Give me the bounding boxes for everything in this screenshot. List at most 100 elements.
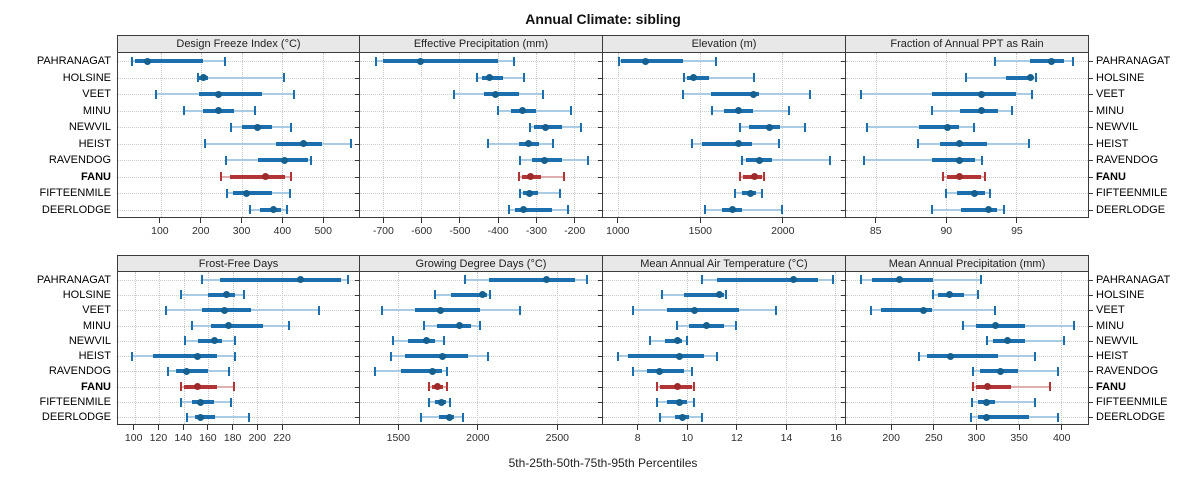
- station-labels-right-top: PAHRANAGAT HOLSINE VEET MINU NEWVIL HEIST RAVE…: [1089, 53, 1200, 218]
- whisker-cap: [681, 89, 684, 99]
- median-dot: [642, 57, 650, 65]
- whisker-cap: [693, 397, 696, 407]
- x-tick-mark: [835, 425, 837, 430]
- station-row: [118, 152, 359, 169]
- whisker-cap: [587, 155, 590, 165]
- whisker-range-line: [741, 159, 830, 162]
- station-row: [360, 318, 602, 333]
- y-tick-stub: [841, 209, 845, 211]
- panel-design-freeze-index-c-: [117, 53, 360, 218]
- station-row: [846, 152, 1088, 169]
- station-row: [846, 70, 1088, 87]
- whisker-cap: [446, 382, 449, 392]
- x-tick-mark: [256, 425, 258, 430]
- whisker-cap: [985, 336, 988, 346]
- whisker-cap: [230, 397, 233, 407]
- station-row: [846, 364, 1088, 379]
- station-row: [118, 364, 359, 379]
- x-tick-label: 1500: [386, 432, 410, 444]
- station-row: [118, 349, 359, 364]
- whisker-cap: [860, 89, 863, 99]
- whisker-cap: [452, 89, 455, 99]
- figure-caption: 5th-25th-50th-75th-95th Percentiles: [508, 456, 698, 470]
- y-tick-stub: [598, 176, 602, 178]
- x-axis-mean-annual-precipitation-mm-: 200 250 300 350 400: [846, 425, 1089, 447]
- horizontal-gridline: [603, 356, 845, 358]
- whisker-cap: [223, 56, 226, 66]
- y-tick-stub: [1089, 176, 1093, 178]
- station-label-minu: MINU: [1096, 104, 1125, 117]
- vertical-gridline: [459, 53, 461, 217]
- y-tick-stub: [1089, 209, 1093, 211]
- station-row: [603, 364, 845, 379]
- whisker-cap: [930, 106, 933, 116]
- y-tick-stub: [598, 77, 602, 79]
- whisker-cap: [487, 139, 490, 149]
- whisker-cap: [487, 351, 490, 361]
- station-row: [603, 394, 845, 409]
- median-dot: [423, 337, 431, 345]
- x-tick-label: 120: [149, 432, 168, 444]
- station-row: [360, 202, 602, 219]
- whisker-cap: [349, 139, 352, 149]
- whisker-cap: [970, 397, 973, 407]
- iqr-bar: [230, 174, 286, 179]
- median-dot: [143, 57, 151, 65]
- iqr-bar: [208, 292, 236, 297]
- station-label-newvil: NEWVIL: [68, 334, 111, 347]
- y-tick-stub: [355, 340, 359, 342]
- y-tick-stub: [1089, 356, 1093, 358]
- vertical-gridline: [617, 53, 619, 217]
- horizontal-gridline: [603, 160, 845, 162]
- median-dot: [437, 306, 445, 314]
- station-row: [846, 169, 1088, 186]
- whisker-cap: [586, 275, 589, 285]
- whisker-cap: [374, 366, 377, 376]
- whisker-cap: [569, 106, 572, 116]
- median-dot: [749, 90, 757, 98]
- median-dot: [262, 173, 270, 181]
- horizontal-gridline: [603, 386, 845, 388]
- vertical-gridline: [535, 53, 537, 217]
- median-dot: [225, 322, 233, 330]
- x-tick-label: 500: [314, 225, 332, 237]
- median-dot: [983, 398, 991, 406]
- whisker-cap: [1033, 397, 1036, 407]
- whisker-cap: [519, 305, 522, 315]
- whisker-cap: [558, 188, 561, 198]
- iqr-bar: [647, 369, 685, 374]
- median-dot: [270, 206, 278, 214]
- whisker-cap: [1002, 205, 1005, 215]
- whisker-cap: [777, 139, 780, 149]
- panel-growing-degree-days-c-: [355, 272, 603, 425]
- whisker-cap: [930, 205, 933, 215]
- median-dot: [486, 74, 494, 82]
- whisker-cap: [739, 172, 742, 182]
- whisker-cap: [703, 205, 706, 215]
- median-dot: [526, 173, 534, 181]
- y-tick-stub: [355, 325, 359, 327]
- station-label-holsine: HOLSINE: [1096, 288, 1145, 301]
- y-tick-stub: [841, 143, 845, 145]
- station-row: [118, 136, 359, 153]
- y-tick-stub: [1089, 77, 1093, 79]
- median-dot: [519, 107, 527, 115]
- median-dot: [417, 57, 425, 65]
- panel-fraction-of-annual-ppt-as-rain: [841, 53, 1093, 218]
- iqr-bar: [134, 59, 204, 64]
- station-row: [846, 379, 1088, 394]
- whisker-cap: [166, 366, 169, 376]
- iqr-bar: [947, 174, 982, 179]
- station-row: [846, 53, 1088, 70]
- station-row: [603, 287, 845, 302]
- vertical-gridline: [134, 272, 136, 424]
- x-tick-label: -300: [525, 225, 547, 237]
- station-label-veet: VEET: [1096, 304, 1125, 317]
- whisker-cap: [523, 73, 526, 83]
- station-row: [360, 364, 602, 379]
- whisker-cap: [346, 275, 349, 285]
- iqr-bar: [702, 141, 753, 146]
- vertical-gridline: [159, 272, 161, 424]
- median-dot: [182, 367, 190, 375]
- y-tick-stub: [841, 294, 845, 296]
